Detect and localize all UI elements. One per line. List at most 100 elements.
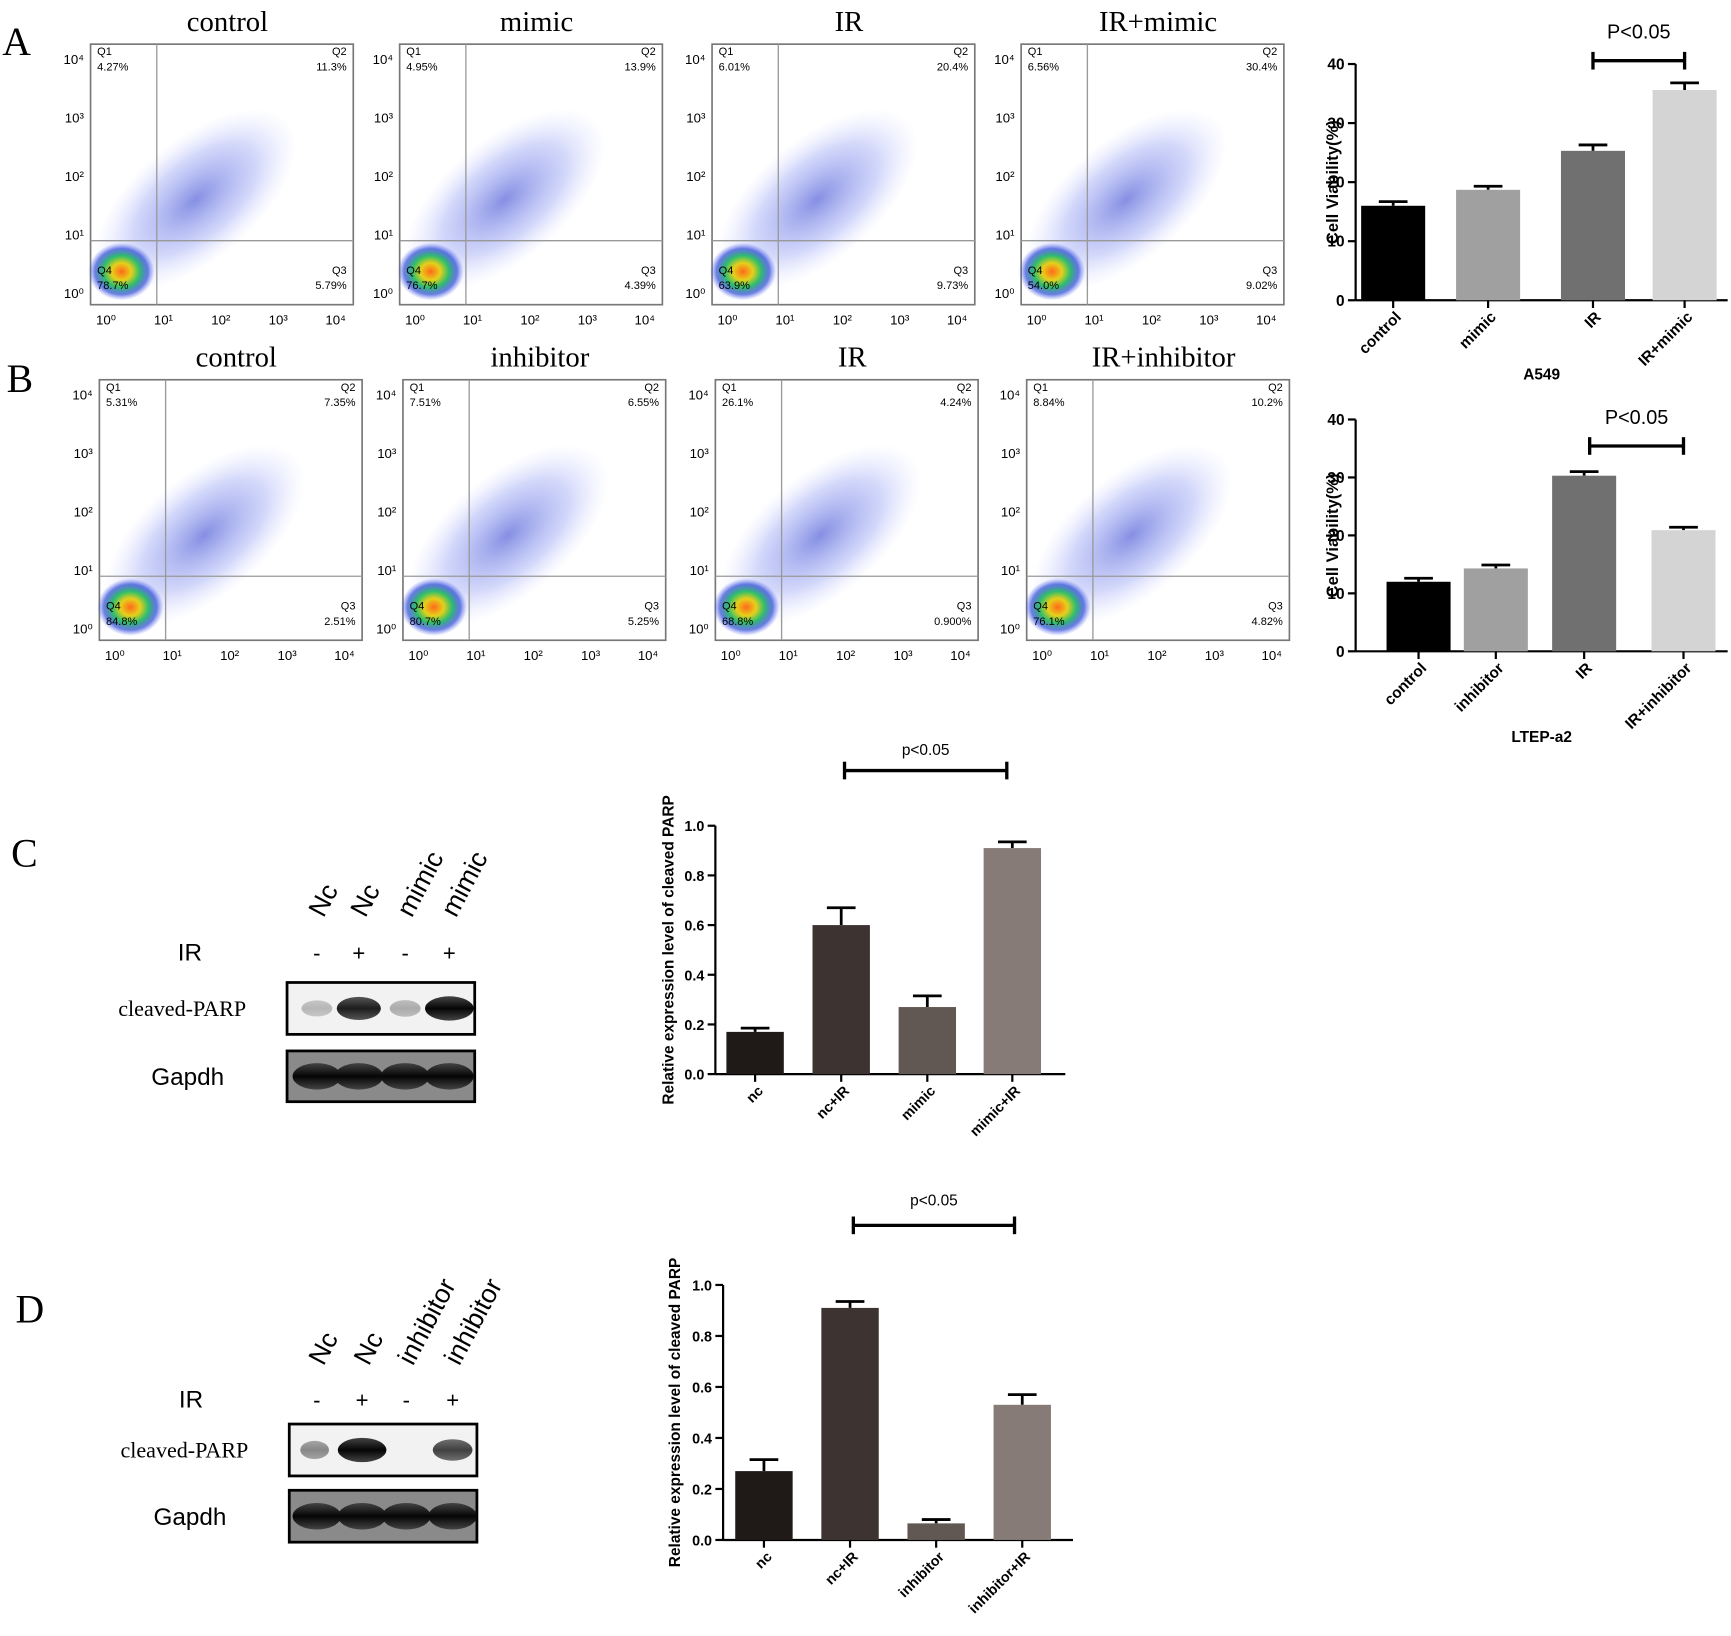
quadrant-name: Q4 bbox=[410, 600, 425, 612]
y-axis-label: Cell Viability(%) bbox=[1323, 473, 1342, 597]
protein-band bbox=[301, 1000, 333, 1017]
quadrant-name: Q1 bbox=[1033, 382, 1048, 394]
x-tick-label: 10¹ bbox=[466, 648, 486, 663]
cell-cloud bbox=[94, 108, 297, 291]
quadrant-name: Q2 bbox=[1268, 382, 1283, 394]
x-tick-label: 10² bbox=[1142, 313, 1162, 328]
quadrant-percent: 7.51% bbox=[410, 397, 441, 409]
y-tick-label: 10² bbox=[65, 169, 85, 184]
bar bbox=[1456, 189, 1521, 301]
bar bbox=[1386, 581, 1451, 652]
y-tick-label: 10² bbox=[995, 169, 1015, 184]
quadrant-percent: 6.56% bbox=[1028, 62, 1059, 74]
y-tick-label: 0 bbox=[1336, 293, 1345, 310]
quadrant-name: Q1 bbox=[97, 46, 112, 58]
quadrant-percent: 76.1% bbox=[1033, 616, 1064, 628]
x-tick-label: 10² bbox=[220, 648, 240, 663]
quadrant-name: Q1 bbox=[106, 382, 121, 394]
quadrant-percent: 76.7% bbox=[406, 280, 437, 292]
bar bbox=[726, 1031, 784, 1075]
x-tick-label: 10⁰ bbox=[721, 648, 741, 663]
x-tick-label: control bbox=[1381, 660, 1430, 709]
quadrant-name: Q1 bbox=[406, 46, 421, 58]
lane-label: Nc bbox=[344, 879, 386, 922]
x-tick-label: IR bbox=[1582, 309, 1605, 332]
quadrant-percent: 4.39% bbox=[625, 280, 656, 292]
y-tick-label: 10¹ bbox=[690, 563, 710, 578]
quadrant-percent: 8.84% bbox=[1033, 397, 1064, 409]
flow-plot bbox=[97, 378, 363, 642]
annotation: P<0.05 bbox=[1607, 22, 1670, 44]
x-tick-label: mimic bbox=[1456, 308, 1500, 352]
annotation: P<0.05 bbox=[1605, 407, 1669, 429]
y-tick-label: 10⁴ bbox=[376, 388, 397, 403]
x-tick-label: nc bbox=[752, 1549, 775, 1572]
quadrant-percent: 9.02% bbox=[1246, 280, 1277, 292]
x-tick-label: 10³ bbox=[269, 313, 289, 328]
quadrant-name: Q4 bbox=[719, 265, 734, 277]
x-tick-label: 10¹ bbox=[775, 313, 795, 328]
x-tick-label: inhibitor bbox=[896, 1549, 948, 1601]
x-tick-label: inhibitor bbox=[1452, 660, 1508, 716]
quadrant-name: Q1 bbox=[722, 382, 737, 394]
ir-sign: - bbox=[313, 940, 320, 965]
y-tick-label: 10¹ bbox=[1001, 563, 1021, 578]
x-tick-label: 10² bbox=[524, 648, 544, 663]
x-tick-label: 10¹ bbox=[1084, 313, 1104, 328]
protein-band bbox=[337, 1437, 387, 1463]
y-tick-label: 10⁴ bbox=[64, 52, 85, 67]
cell-core bbox=[709, 242, 777, 301]
cell-cloud bbox=[1025, 108, 1227, 291]
ir-sign: + bbox=[352, 940, 365, 965]
y-tick-label: 10⁴ bbox=[685, 52, 706, 67]
bar bbox=[1552, 475, 1617, 652]
y-axis-label: Relative expression level of cleaved PAR… bbox=[667, 1258, 684, 1567]
quadrant-name: Q3 bbox=[641, 265, 656, 277]
row-label: cleaved-PARP bbox=[118, 996, 246, 1021]
y-tick-label: 10³ bbox=[377, 446, 397, 461]
quadrant-name: Q3 bbox=[341, 600, 356, 612]
row-label: Gapdh bbox=[153, 1504, 226, 1531]
y-tick-label: 10³ bbox=[74, 446, 94, 461]
quadrant-name: Q4 bbox=[1033, 600, 1048, 612]
y-tick-label: 10¹ bbox=[74, 563, 94, 578]
y-tick-label: 0.6 bbox=[692, 1380, 712, 1396]
y-tick-label: 0.0 bbox=[684, 1068, 704, 1084]
flow-plot bbox=[1024, 378, 1291, 642]
y-tick-label: 10² bbox=[74, 505, 94, 520]
y-tick-label: 10¹ bbox=[374, 228, 394, 243]
quadrant-percent: 5.31% bbox=[106, 397, 137, 409]
y-tick-label: 10¹ bbox=[65, 228, 85, 243]
cell-cloud bbox=[103, 444, 306, 627]
protein-band bbox=[425, 1063, 474, 1090]
quadrant-name: Q2 bbox=[957, 382, 972, 394]
x-tick-label: 10² bbox=[836, 648, 856, 663]
quadrant-percent: 80.7% bbox=[410, 616, 441, 628]
x-tick-label: 10² bbox=[520, 313, 540, 328]
plot-title: IR bbox=[835, 6, 865, 38]
quadrant-percent: 68.8% bbox=[722, 616, 753, 628]
x-tick-label: nc+IR bbox=[822, 1549, 862, 1589]
y-tick-label: 10² bbox=[374, 169, 394, 184]
quadrant-name: Q2 bbox=[644, 382, 659, 394]
protein-band bbox=[381, 1502, 431, 1530]
x-tick-label: 10¹ bbox=[1090, 648, 1110, 663]
quadrant-name: Q4 bbox=[1028, 265, 1043, 277]
flow-plot bbox=[1018, 43, 1285, 306]
panel-label: D bbox=[15, 1287, 44, 1331]
y-tick-label: 10⁰ bbox=[689, 622, 709, 637]
x-tick-label: 10³ bbox=[1205, 648, 1225, 663]
y-axis-label: Relative expression level of cleaved PAR… bbox=[660, 795, 677, 1104]
plot-title: control bbox=[187, 6, 268, 38]
x-tick-label: 10³ bbox=[277, 648, 297, 663]
x-tick-label: nc bbox=[744, 1083, 767, 1106]
x-tick-label: 10⁴ bbox=[947, 313, 968, 328]
panel-label: B bbox=[7, 357, 34, 401]
x-tick-label: nc+IR bbox=[814, 1083, 854, 1123]
y-tick-label: 10¹ bbox=[995, 228, 1015, 243]
ir-label: IR bbox=[178, 939, 202, 966]
quadrant-percent: 10.2% bbox=[1252, 397, 1283, 409]
quadrant-percent: 2.51% bbox=[324, 616, 355, 628]
cell-cloud bbox=[1030, 444, 1233, 627]
